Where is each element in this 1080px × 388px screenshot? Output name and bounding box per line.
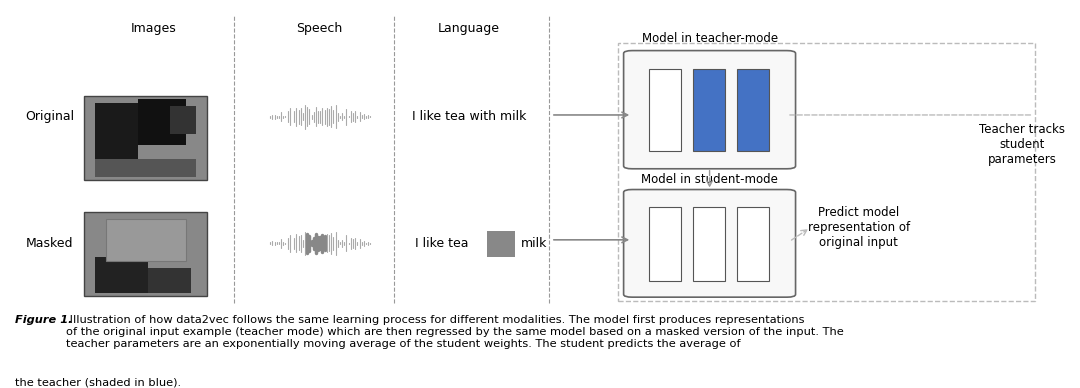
Bar (84, 95, 207, 180)
Text: Model in teacher-mode: Model in teacher-mode (642, 31, 778, 45)
Bar (737, 69, 769, 151)
Text: Speech: Speech (296, 22, 342, 35)
Text: Predict model
representation of
original input: Predict model representation of original… (808, 206, 909, 249)
Bar (737, 207, 769, 281)
Text: Figure 1.: Figure 1. (15, 315, 72, 326)
Bar (106, 219, 186, 261)
Bar (618, 43, 1035, 301)
Text: the teacher (shaded in blue).: the teacher (shaded in blue). (15, 377, 181, 387)
Bar (84, 212, 207, 296)
Bar (693, 69, 725, 151)
Bar (487, 231, 515, 257)
Bar (649, 69, 681, 151)
Text: Original: Original (26, 110, 75, 123)
Text: Model in student-mode: Model in student-mode (642, 173, 778, 186)
Bar (649, 207, 681, 281)
Text: milk: milk (521, 237, 548, 250)
Bar (170, 106, 197, 134)
Bar (693, 207, 725, 281)
FancyBboxPatch shape (623, 189, 796, 297)
Text: I like tea: I like tea (416, 237, 469, 250)
Text: Language: Language (437, 22, 500, 35)
Text: Illustration of how data2vec follows the same learning process for different mod: Illustration of how data2vec follows the… (66, 315, 843, 349)
Text: Images: Images (131, 22, 176, 35)
Text: Teacher tracks
student
parameters: Teacher tracks student parameters (978, 123, 1065, 166)
Bar (84, 95, 207, 180)
Text: Masked: Masked (26, 237, 73, 250)
Bar (84, 212, 207, 296)
Bar (137, 99, 186, 145)
Bar (95, 257, 148, 293)
Bar (95, 159, 197, 177)
Bar (148, 268, 191, 293)
Bar (95, 103, 137, 159)
FancyBboxPatch shape (623, 50, 796, 169)
Text: I like tea with milk: I like tea with milk (411, 110, 526, 123)
